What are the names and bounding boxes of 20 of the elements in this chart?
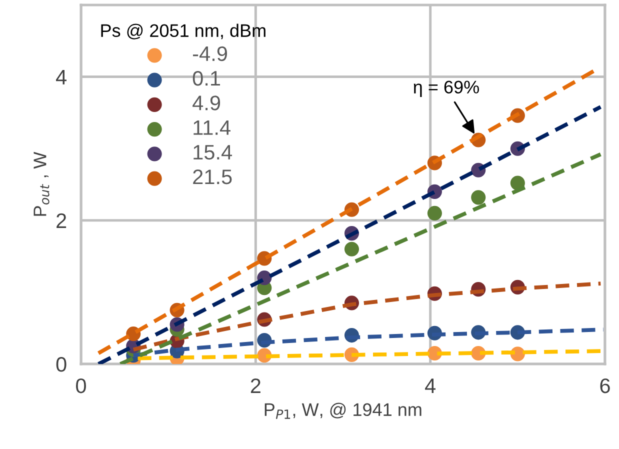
- legend-label: 11.4: [194, 120, 230, 135]
- legend-label: -4.9: [192, 46, 227, 62]
- x-tick-label: 0: [76, 378, 86, 394]
- x-tick-label: 6: [600, 378, 610, 394]
- legend-label: 21.5: [193, 169, 232, 184]
- x-tick-label: 2: [250, 378, 260, 393]
- y-tick-label: 0: [56, 357, 66, 372]
- legend-title: Ps @ 2051 nm, dBm: [101, 24, 266, 40]
- y-axis-title: P$_{out}$ , W: [34, 152, 50, 216]
- legend-label: 0.1: [192, 70, 220, 86]
- legend-label: 15.4: [194, 145, 232, 160]
- x-axis-title: P$_{P1}$, W, @ 1941 nm: [264, 402, 422, 419]
- legend-label: 4.9: [192, 96, 220, 110]
- x-tick-label: 4: [425, 378, 436, 393]
- point: [427, 206, 442, 221]
- point: [471, 190, 486, 205]
- y-tick-label: 2: [56, 213, 66, 228]
- point: [344, 242, 360, 256]
- annotation: η = 69%: [414, 80, 479, 98]
- y-tick-label: 4: [56, 70, 66, 84]
